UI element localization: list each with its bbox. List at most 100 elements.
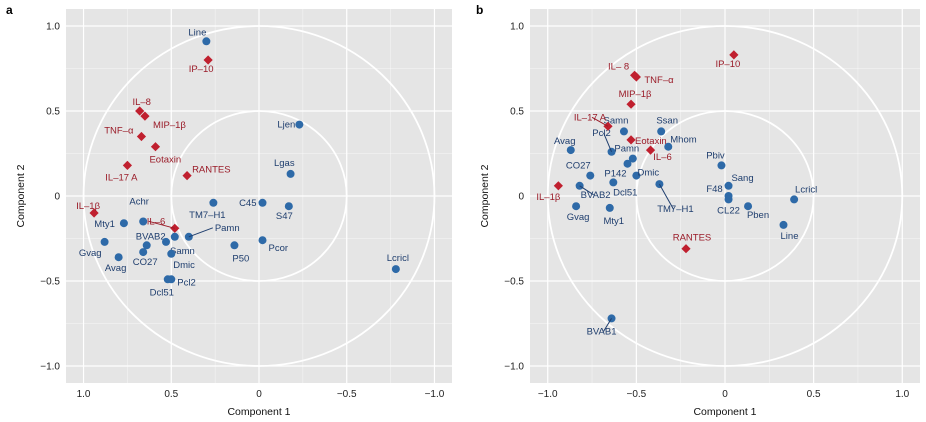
taxon-label: Avag: [554, 136, 575, 147]
taxon-label: BVAB2: [581, 190, 611, 201]
y-tick-label: 1.0: [510, 22, 524, 33]
taxon-label: Lcricl: [387, 253, 409, 264]
cytokine-label: IL–6: [653, 152, 672, 163]
taxon-label: Mty1: [94, 219, 115, 230]
x-axis-title: Component 1: [693, 406, 756, 418]
cytokine-marker: [631, 72, 641, 82]
taxon-marker: [724, 181, 733, 190]
taxon-label: TM7–H1: [657, 204, 693, 215]
cytokine-marker: [645, 145, 656, 155]
taxon-label: Pcl2: [592, 128, 610, 139]
taxon-label: Mty1: [603, 216, 624, 227]
taxon-label: Avag: [105, 263, 126, 274]
label-leader: [579, 185, 594, 196]
panel-letter: a: [6, 3, 13, 17]
cytokine-marker: [136, 131, 147, 142]
y-axis-title: Component 2: [15, 164, 27, 227]
taxon-label: Samn: [604, 115, 629, 126]
cytokine-marker: [681, 244, 691, 254]
taxon-label: Pcor: [269, 243, 289, 254]
taxon-label: Sang: [731, 173, 753, 184]
taxon-label: Ljen: [277, 120, 295, 131]
cytokine-label: IL–1β: [536, 192, 560, 203]
taxon-marker: [119, 219, 128, 228]
taxon-marker: [586, 171, 595, 180]
y-tick-label: 0: [518, 192, 524, 203]
taxon-marker: [609, 178, 618, 187]
correlation-circle-0: [82, 25, 436, 367]
cytokine-label: IL– 8: [608, 61, 629, 72]
taxon-marker: [744, 202, 753, 211]
y-tick-label: −1.0: [504, 362, 524, 373]
taxon-marker: [114, 253, 123, 262]
taxon-label: BVAB2: [136, 231, 166, 242]
cytokine-label: IP–10: [189, 64, 214, 75]
taxon-marker: [258, 236, 267, 245]
taxon-marker: [284, 202, 293, 211]
taxon-marker: [664, 142, 673, 151]
y-tick-label: 1.0: [46, 22, 60, 33]
cytokine-marker: [140, 111, 150, 121]
taxon-label: Dmic: [638, 168, 660, 179]
taxon-marker: [391, 265, 400, 274]
taxon-label: Gvag: [79, 248, 102, 259]
taxon-marker: [162, 237, 171, 246]
cytokine-marker: [122, 160, 133, 170]
taxon-label: CL22: [717, 205, 740, 216]
taxon-label: Line: [781, 231, 799, 242]
label-leader: [591, 116, 609, 127]
taxon-marker: [779, 220, 788, 229]
taxon-marker: [170, 232, 179, 241]
correlation-circle-1: [170, 110, 348, 282]
panel-letter: b: [476, 3, 483, 17]
taxon-label: P142: [604, 169, 626, 180]
cytokine-marker: [89, 208, 99, 218]
panel-b: −1.0 −0.5 0 0.5 1.0 1.0 0.5 0 −0.5 −1.0 Component …: [476, 3, 920, 418]
taxon-label: Achr: [129, 197, 149, 208]
correlation-circle-0: [546, 25, 904, 367]
taxon-marker: [139, 217, 148, 226]
x-tick-label: −0.5: [626, 389, 646, 400]
taxon-marker: [286, 169, 295, 178]
taxon-label: CO27: [566, 161, 591, 172]
x-tick-label: −1.0: [538, 389, 558, 400]
x-tick-label: 0: [256, 389, 262, 400]
cytokine-label: MIP–1β: [153, 120, 186, 131]
cytokine-label: RANTES: [673, 233, 712, 244]
taxon-label: Dcl51: [150, 287, 174, 298]
taxon-label: Dmic: [173, 260, 195, 271]
taxon-marker: [100, 237, 109, 246]
cytokine-label: IL–17 A: [105, 172, 138, 183]
cytokine-marker: [729, 50, 739, 60]
cytokine-label: Eotaxin: [635, 136, 667, 147]
x-tick-label: 1.0: [895, 389, 909, 400]
taxon-marker: [167, 275, 176, 284]
taxon-label: P50: [232, 253, 249, 264]
cytokine-label: MIP–1β: [619, 89, 652, 100]
cytokine-marker: [150, 142, 161, 152]
taxon-marker: [790, 195, 799, 204]
cytokine-marker: [135, 106, 145, 116]
y-tick-label: 0.5: [46, 107, 60, 118]
taxon-marker: [566, 146, 575, 155]
taxon-marker: [632, 171, 641, 180]
x-tick-label: −1.0: [425, 389, 445, 400]
x-tick-label: 0.5: [164, 389, 178, 400]
cytokine-marker: [626, 99, 636, 109]
cytokine-marker: [170, 223, 180, 233]
taxon-label: F48: [706, 184, 722, 195]
taxon-marker: [657, 127, 666, 136]
cytokine-label: IL–17 A: [574, 112, 607, 123]
label-leader: [603, 132, 613, 152]
taxon-label: Pcl2: [177, 277, 195, 288]
taxon-marker: [623, 159, 632, 168]
taxon-label: Pbiv: [706, 150, 725, 161]
cytokine-label: TNF–α: [644, 75, 674, 86]
taxon-label: CO27: [133, 257, 158, 268]
y-axis-title: Component 2: [479, 164, 491, 227]
y-tick-label: −0.5: [504, 277, 524, 288]
x-tick-label: 0.5: [807, 389, 821, 400]
label-leader: [658, 183, 674, 210]
taxon-marker: [605, 203, 614, 212]
